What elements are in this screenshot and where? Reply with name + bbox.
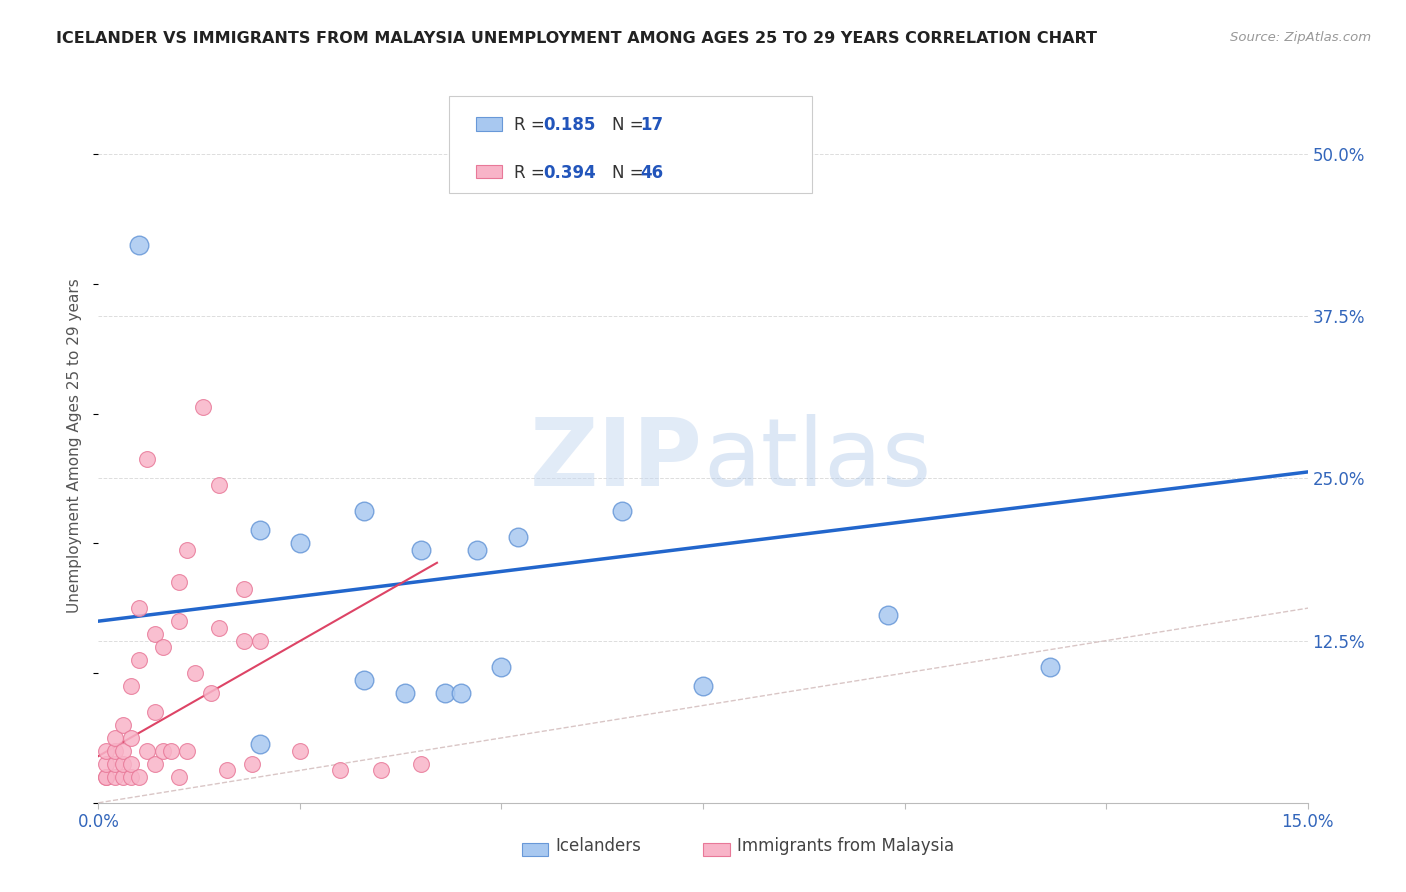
Text: Source: ZipAtlas.com: Source: ZipAtlas.com bbox=[1230, 31, 1371, 45]
Point bbox=[288, 744, 311, 758]
Point bbox=[135, 744, 157, 758]
Point bbox=[329, 764, 352, 778]
Point bbox=[353, 504, 375, 518]
Point bbox=[96, 770, 118, 784]
Point bbox=[434, 685, 457, 699]
Point bbox=[208, 621, 231, 635]
Text: 0.394: 0.394 bbox=[543, 164, 596, 182]
Point bbox=[208, 478, 231, 492]
Point bbox=[465, 542, 488, 557]
Point bbox=[506, 530, 529, 544]
Text: atlas: atlas bbox=[703, 414, 931, 507]
Point bbox=[249, 738, 271, 752]
Point bbox=[877, 607, 900, 622]
Point bbox=[111, 718, 134, 732]
Text: N =: N = bbox=[613, 164, 654, 182]
Point bbox=[193, 400, 215, 414]
Point bbox=[152, 640, 174, 654]
Point bbox=[217, 764, 239, 778]
Point bbox=[96, 756, 118, 771]
Point bbox=[111, 756, 134, 771]
Point bbox=[128, 653, 150, 667]
Point bbox=[128, 238, 150, 252]
Point bbox=[184, 666, 207, 681]
Text: ICELANDER VS IMMIGRANTS FROM MALAYSIA UNEMPLOYMENT AMONG AGES 25 TO 29 YEARS COR: ICELANDER VS IMMIGRANTS FROM MALAYSIA UN… bbox=[56, 31, 1097, 46]
Point bbox=[491, 659, 513, 673]
Text: R =: R = bbox=[515, 116, 555, 134]
Point bbox=[103, 744, 125, 758]
Text: 17: 17 bbox=[640, 116, 664, 134]
Y-axis label: Unemployment Among Ages 25 to 29 years: Unemployment Among Ages 25 to 29 years bbox=[67, 278, 83, 614]
Point bbox=[353, 673, 375, 687]
Point bbox=[176, 744, 198, 758]
Point bbox=[450, 685, 472, 699]
Point bbox=[135, 452, 157, 467]
Text: 46: 46 bbox=[640, 164, 664, 182]
Point bbox=[111, 744, 134, 758]
Text: Immigrants from Malaysia: Immigrants from Malaysia bbox=[737, 837, 955, 855]
Point bbox=[288, 536, 311, 550]
Text: R =: R = bbox=[515, 164, 555, 182]
Text: 0.185: 0.185 bbox=[543, 116, 596, 134]
Bar bbox=[703, 843, 730, 856]
Point bbox=[176, 542, 198, 557]
Point bbox=[96, 770, 118, 784]
Point bbox=[103, 770, 125, 784]
Point bbox=[143, 627, 166, 641]
Point bbox=[249, 633, 271, 648]
Text: Icelanders: Icelanders bbox=[555, 837, 641, 855]
Point bbox=[120, 731, 142, 745]
Point bbox=[167, 575, 190, 590]
Point bbox=[143, 756, 166, 771]
Bar bbox=[522, 843, 548, 856]
Point bbox=[160, 744, 183, 758]
Point bbox=[120, 770, 142, 784]
Point bbox=[96, 744, 118, 758]
Point bbox=[167, 770, 190, 784]
Point bbox=[612, 504, 634, 518]
Point bbox=[103, 731, 125, 745]
Point bbox=[111, 770, 134, 784]
Text: N =: N = bbox=[613, 116, 654, 134]
Bar bbox=[475, 165, 502, 178]
Bar bbox=[475, 117, 502, 130]
Point bbox=[200, 685, 222, 699]
Point bbox=[409, 756, 432, 771]
Point bbox=[249, 524, 271, 538]
Point bbox=[120, 756, 142, 771]
Point bbox=[240, 756, 263, 771]
FancyBboxPatch shape bbox=[449, 96, 811, 193]
Point bbox=[692, 679, 714, 693]
Text: ZIP: ZIP bbox=[530, 414, 703, 507]
Point bbox=[128, 770, 150, 784]
Point bbox=[143, 705, 166, 719]
Point bbox=[370, 764, 392, 778]
Point bbox=[394, 685, 416, 699]
Point bbox=[232, 582, 254, 596]
Point bbox=[103, 756, 125, 771]
Point bbox=[167, 614, 190, 628]
Point bbox=[232, 633, 254, 648]
Point bbox=[128, 601, 150, 615]
Point bbox=[120, 679, 142, 693]
Point bbox=[152, 744, 174, 758]
Point bbox=[409, 542, 432, 557]
Point bbox=[1039, 659, 1062, 673]
